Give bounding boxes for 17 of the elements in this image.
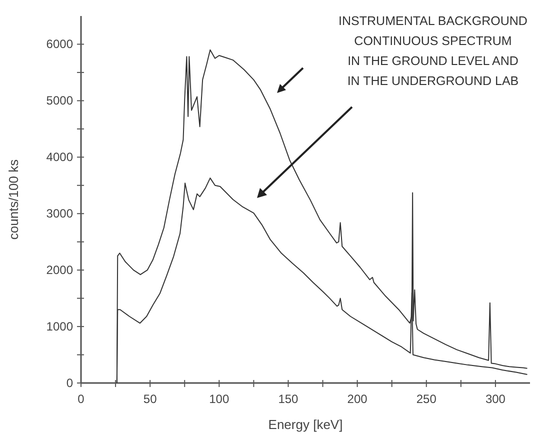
x-tick-label: 150 — [278, 392, 299, 406]
x-tick-label: 250 — [416, 392, 437, 406]
y-axis-title: counts/100 ks — [6, 158, 21, 240]
y-tick-label: 4000 — [46, 150, 74, 164]
x-tick-label: 300 — [485, 392, 506, 406]
x-axis-title: Energy [keV] — [268, 417, 343, 432]
y-tick-label: 6000 — [46, 37, 74, 52]
y-tick-label: 3000 — [46, 206, 74, 221]
annotation: INSTRUMENTAL BACKGROUND CONTINUOUS SPECTRUM IN THE GROUND LEVEL AND IN THE UNDERGROUND LAB — [338, 14, 528, 88]
x-tick-label: 200 — [347, 392, 368, 406]
x-tick-label: 100 — [209, 392, 230, 406]
y-tick-label: 1000 — [46, 320, 74, 334]
x-tick-label: 50 — [143, 392, 158, 406]
y-tick-label: 2000 — [46, 263, 74, 278]
y-tick-label: 0 — [66, 376, 74, 390]
x-tick-label: 0 — [78, 392, 85, 406]
y-tick-label: 5000 — [46, 94, 74, 108]
